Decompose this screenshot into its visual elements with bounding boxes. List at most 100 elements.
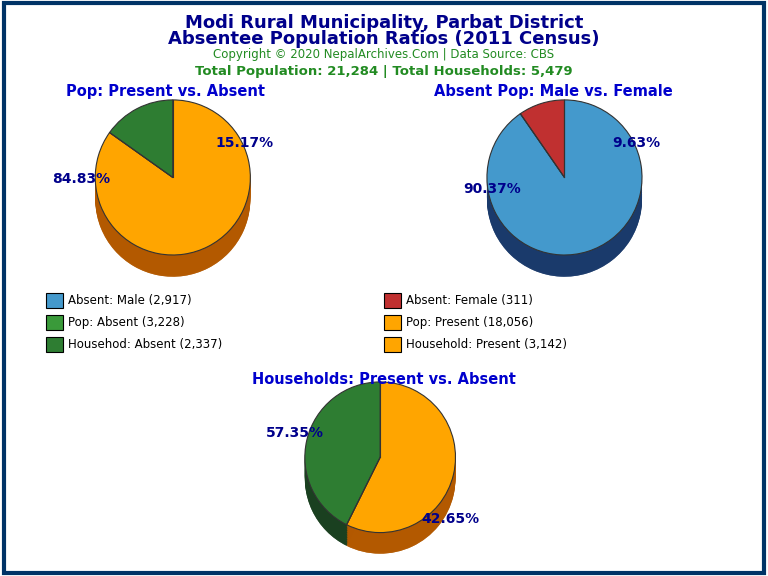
Wedge shape	[487, 107, 642, 262]
Text: Absent: Female (311): Absent: Female (311)	[406, 294, 532, 307]
Wedge shape	[305, 384, 380, 526]
Wedge shape	[95, 111, 250, 266]
Wedge shape	[346, 392, 455, 543]
Wedge shape	[95, 115, 250, 270]
Wedge shape	[521, 109, 564, 187]
Wedge shape	[110, 107, 173, 185]
Wedge shape	[346, 384, 455, 535]
Wedge shape	[346, 396, 455, 547]
Wedge shape	[110, 112, 173, 190]
Wedge shape	[487, 122, 642, 276]
Wedge shape	[110, 109, 173, 187]
Wedge shape	[305, 401, 380, 544]
Wedge shape	[110, 116, 173, 194]
Wedge shape	[487, 104, 642, 259]
Wedge shape	[346, 391, 455, 541]
Wedge shape	[110, 107, 173, 185]
Wedge shape	[110, 120, 173, 198]
Wedge shape	[521, 109, 564, 187]
Wedge shape	[521, 104, 564, 181]
Wedge shape	[521, 104, 564, 181]
Wedge shape	[95, 105, 250, 260]
Wedge shape	[521, 120, 564, 198]
Wedge shape	[110, 109, 173, 187]
Wedge shape	[346, 385, 455, 536]
Text: Absent: Male (2,917): Absent: Male (2,917)	[68, 294, 191, 307]
Wedge shape	[95, 107, 250, 262]
Wedge shape	[487, 102, 642, 257]
Wedge shape	[305, 398, 380, 540]
Wedge shape	[95, 100, 250, 255]
Wedge shape	[305, 391, 380, 533]
Text: Pop: Present vs. Absent: Pop: Present vs. Absent	[65, 84, 265, 98]
Wedge shape	[487, 122, 642, 276]
Wedge shape	[487, 115, 642, 270]
Wedge shape	[305, 385, 380, 528]
Wedge shape	[521, 102, 564, 179]
Wedge shape	[346, 387, 455, 538]
Wedge shape	[110, 118, 173, 195]
Wedge shape	[305, 394, 380, 537]
Wedge shape	[110, 118, 173, 195]
Wedge shape	[95, 105, 250, 260]
Wedge shape	[346, 389, 455, 540]
Wedge shape	[346, 389, 455, 540]
Wedge shape	[346, 400, 455, 550]
Wedge shape	[487, 104, 642, 259]
Wedge shape	[521, 112, 564, 190]
Wedge shape	[487, 105, 642, 260]
Text: Absentee Population Ratios (2011 Census): Absentee Population Ratios (2011 Census)	[168, 30, 600, 48]
Wedge shape	[346, 398, 455, 548]
Wedge shape	[521, 112, 564, 190]
Wedge shape	[521, 100, 564, 177]
Wedge shape	[521, 122, 564, 199]
Text: Total Population: 21,284 | Total Households: 5,479: Total Population: 21,284 | Total Househo…	[195, 65, 573, 78]
Wedge shape	[305, 401, 380, 544]
Wedge shape	[521, 115, 564, 192]
Wedge shape	[487, 102, 642, 257]
Wedge shape	[305, 387, 380, 530]
Wedge shape	[305, 403, 380, 546]
Wedge shape	[305, 382, 380, 525]
Wedge shape	[521, 115, 564, 192]
Wedge shape	[346, 385, 455, 536]
Wedge shape	[346, 401, 455, 552]
Wedge shape	[346, 403, 455, 554]
Wedge shape	[305, 389, 380, 532]
Wedge shape	[346, 396, 455, 547]
Wedge shape	[110, 104, 173, 181]
Wedge shape	[346, 392, 455, 543]
Wedge shape	[305, 400, 380, 542]
Wedge shape	[487, 116, 642, 271]
Text: Modi Rural Municipality, Parbat District: Modi Rural Municipality, Parbat District	[185, 14, 583, 32]
Wedge shape	[521, 118, 564, 195]
Wedge shape	[95, 116, 250, 271]
Wedge shape	[110, 111, 173, 188]
Wedge shape	[346, 387, 455, 538]
Wedge shape	[95, 107, 250, 262]
Wedge shape	[95, 102, 250, 257]
Text: 15.17%: 15.17%	[216, 135, 273, 150]
Wedge shape	[95, 102, 250, 257]
Wedge shape	[487, 107, 642, 262]
Wedge shape	[95, 120, 250, 275]
Wedge shape	[487, 118, 642, 273]
Wedge shape	[110, 122, 173, 199]
Wedge shape	[95, 109, 250, 264]
Wedge shape	[305, 392, 380, 535]
Wedge shape	[110, 112, 173, 190]
Wedge shape	[521, 122, 564, 199]
Wedge shape	[110, 115, 173, 192]
Wedge shape	[521, 105, 564, 183]
Wedge shape	[110, 104, 173, 181]
Wedge shape	[487, 120, 642, 275]
Wedge shape	[110, 105, 173, 183]
Text: Pop: Present (18,056): Pop: Present (18,056)	[406, 316, 533, 329]
Wedge shape	[110, 115, 173, 192]
Wedge shape	[487, 111, 642, 266]
Wedge shape	[487, 100, 642, 255]
Wedge shape	[521, 111, 564, 188]
Wedge shape	[305, 400, 380, 542]
Wedge shape	[487, 105, 642, 260]
Wedge shape	[305, 385, 380, 528]
